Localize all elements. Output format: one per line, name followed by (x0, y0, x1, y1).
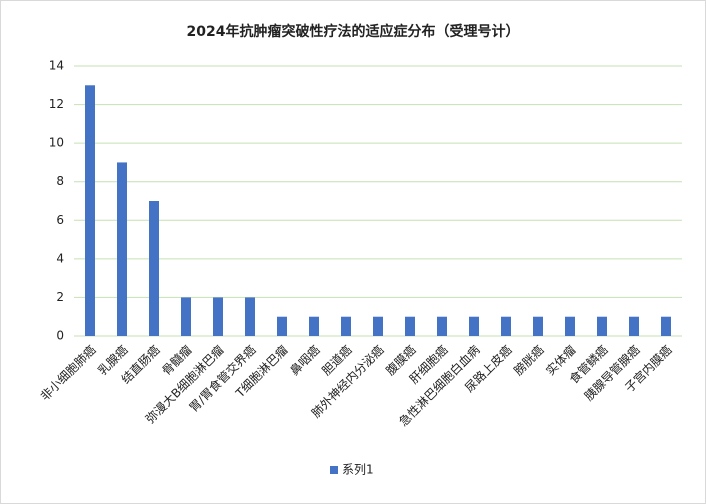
bar (661, 316, 671, 336)
bar (629, 316, 639, 336)
chart-title: 2024年抗肿瘤突破性疗法的适应症分布（受理号计） (187, 23, 520, 40)
bar (373, 316, 383, 336)
legend-label: 系列1 (342, 463, 374, 477)
bar (213, 297, 223, 336)
legend-swatch (330, 466, 338, 474)
bar (565, 316, 575, 336)
bar (277, 316, 287, 336)
bar (341, 316, 351, 336)
bar (405, 316, 415, 336)
bar (437, 316, 447, 336)
bar (181, 297, 191, 336)
y-tick-label: 12 (49, 97, 64, 111)
y-tick-label: 10 (49, 136, 64, 150)
bar (149, 201, 159, 336)
y-tick-label: 8 (56, 174, 64, 188)
y-tick-label: 0 (56, 329, 64, 343)
bar (309, 316, 319, 336)
bar (533, 316, 543, 336)
bar (245, 297, 255, 336)
y-tick-label: 6 (56, 213, 64, 227)
y-tick-label: 14 (49, 59, 64, 73)
bar (85, 85, 95, 337)
y-tick-label: 2 (56, 290, 64, 304)
bar (117, 162, 127, 336)
y-tick-label: 4 (56, 251, 64, 265)
bar (597, 316, 607, 336)
bar (501, 316, 511, 336)
bar (469, 316, 479, 336)
